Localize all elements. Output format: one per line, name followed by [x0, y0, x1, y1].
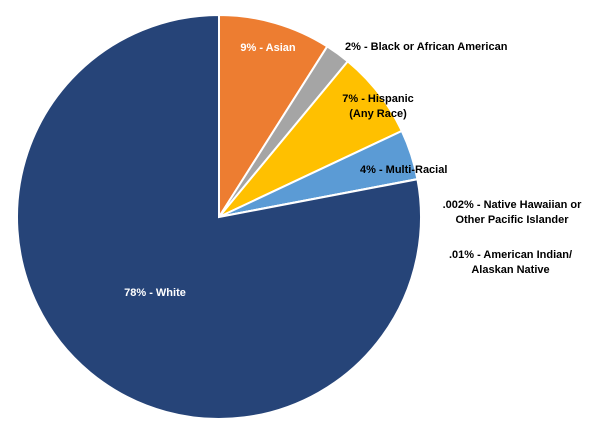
slice-label: 7% - Hispanic (Any Race)	[342, 93, 414, 120]
slice-label: 78% - White	[124, 287, 186, 299]
slice-label: 9% - Asian	[240, 42, 296, 54]
pie-slice	[218, 13, 329, 221]
slice-label: .002% - Native Hawaiian or Other Pacific…	[442, 199, 582, 226]
slice-label: 2% - Black or African American	[345, 41, 508, 53]
slice-label: 4% - Multi-Racial	[360, 164, 448, 176]
pie-slice	[16, 13, 422, 420]
slice-label: .01% - American Indian/ Alaskan Native	[448, 249, 573, 276]
